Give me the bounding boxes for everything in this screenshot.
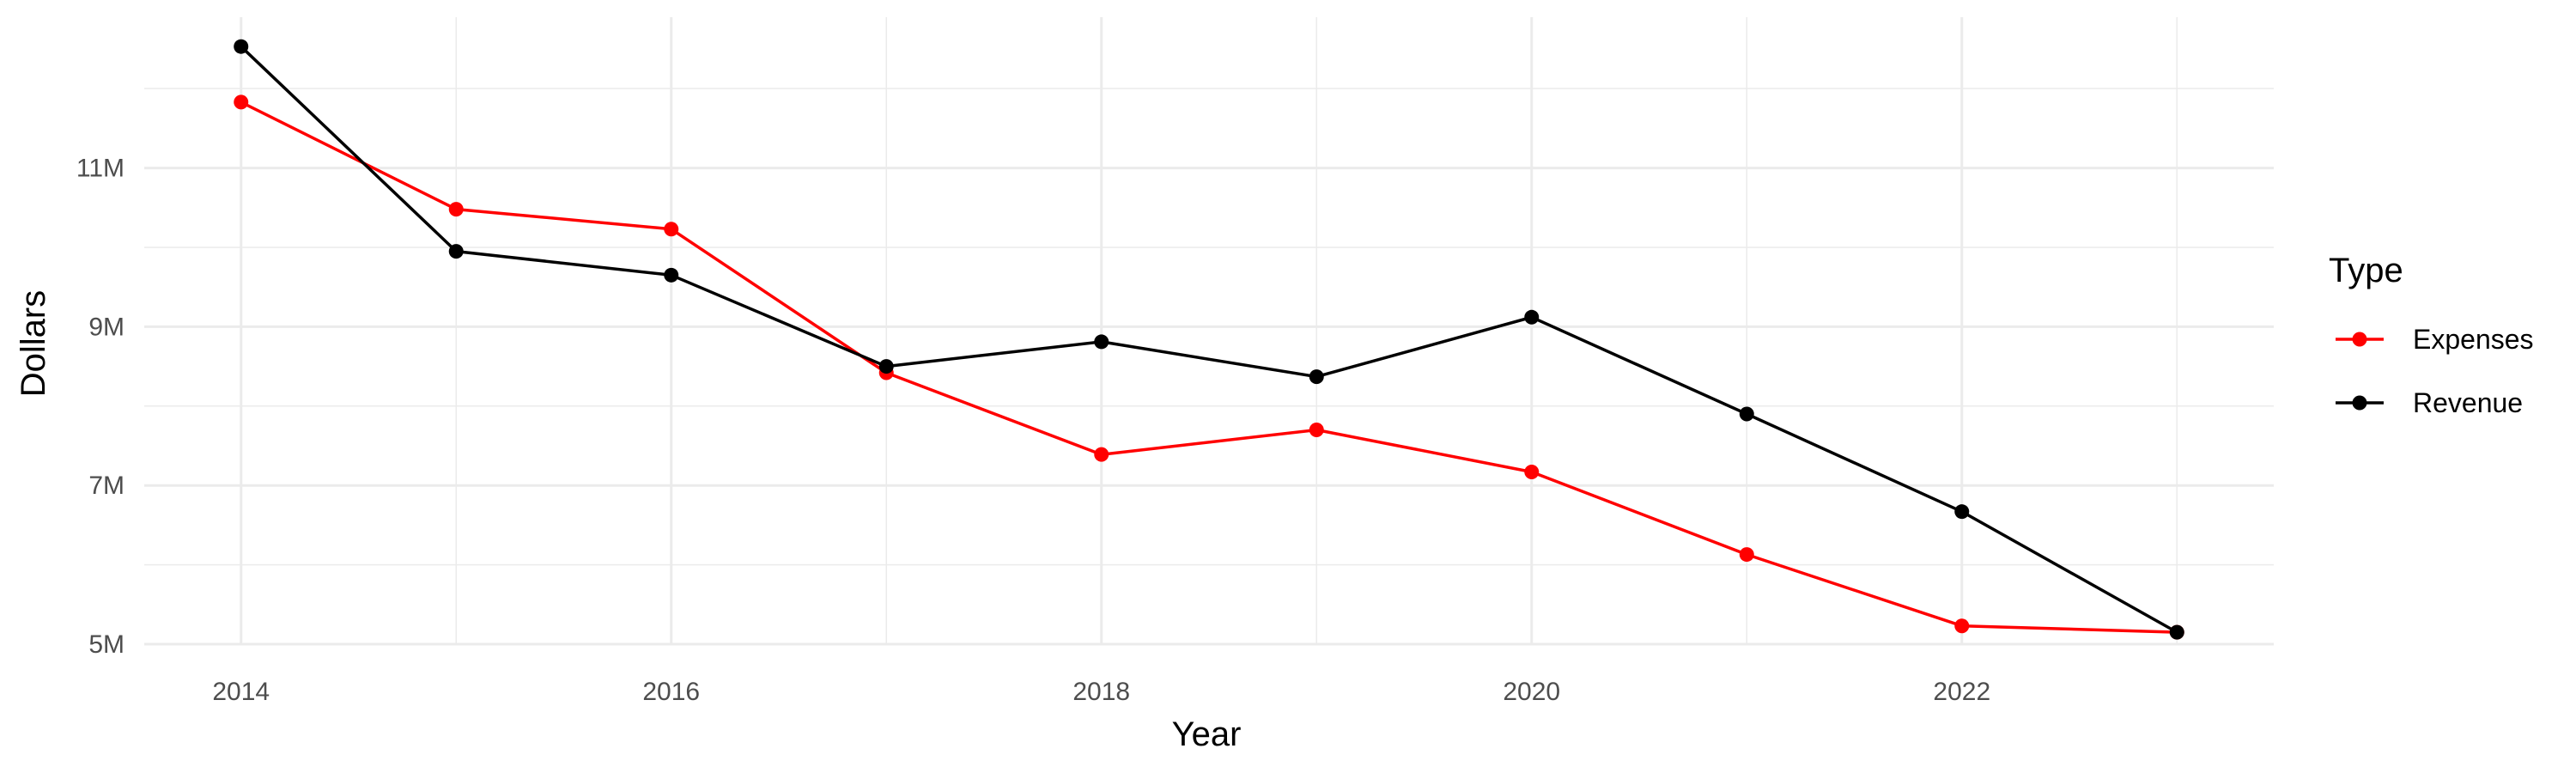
x-tick-label: 2014 — [212, 678, 270, 706]
revenue-point — [1524, 309, 1540, 325]
x-axis-title: Year — [1172, 715, 1242, 753]
x-axis-tick-labels: 2014 2016 2018 2020 2022 — [212, 678, 1990, 706]
expenses-point — [1739, 547, 1754, 563]
x-tick-label: 2020 — [1503, 678, 1560, 706]
revenue-point — [1739, 406, 1754, 422]
y-tick-label: 7M — [88, 472, 125, 500]
minor-gridlines — [144, 17, 2274, 644]
expenses-point — [664, 222, 679, 237]
revenue-point — [448, 244, 464, 259]
revenue-legend-marker — [2352, 395, 2367, 411]
legend-items: Expenses Revenue — [2336, 324, 2534, 418]
x-tick-label: 2016 — [642, 678, 700, 706]
y-axis-tick-labels: 5M 7M 9M 11M — [76, 155, 125, 659]
revenue-line — [240, 45, 2178, 634]
major-gridlines — [144, 17, 2274, 646]
expenses-line — [240, 100, 2178, 634]
expenses-point — [448, 202, 464, 217]
expenses-legend-marker — [2352, 332, 2367, 347]
y-tick-label: 9M — [88, 313, 125, 341]
expenses-point — [1094, 447, 1109, 462]
y-tick-label: 5M — [88, 630, 125, 659]
legend-title: Type — [2329, 252, 2403, 289]
y-tick-label: 11M — [76, 155, 125, 183]
expenses-point — [1524, 464, 1540, 479]
x-tick-label: 2022 — [1933, 678, 1990, 706]
revenue-point — [1094, 334, 1109, 350]
revenue-point — [878, 359, 894, 374]
expenses-point — [1954, 618, 1970, 634]
expenses-point — [234, 94, 249, 110]
x-tick-label: 2018 — [1072, 678, 1130, 706]
series-points — [234, 39, 2184, 640]
revenue-point — [2169, 624, 2184, 640]
revenue-point — [664, 267, 679, 283]
y-axis-title: Dollars — [15, 290, 52, 397]
revenue-legend-label: Revenue — [2413, 387, 2523, 418]
revenue-point — [1954, 504, 1970, 520]
revenue-point — [1309, 369, 1324, 385]
expenses-point — [1309, 423, 1324, 438]
legend: Type Expenses Revenue — [2329, 252, 2534, 418]
series-lines — [240, 45, 2178, 634]
expenses-legend-label: Expenses — [2413, 324, 2534, 355]
revenue-point — [234, 39, 249, 54]
